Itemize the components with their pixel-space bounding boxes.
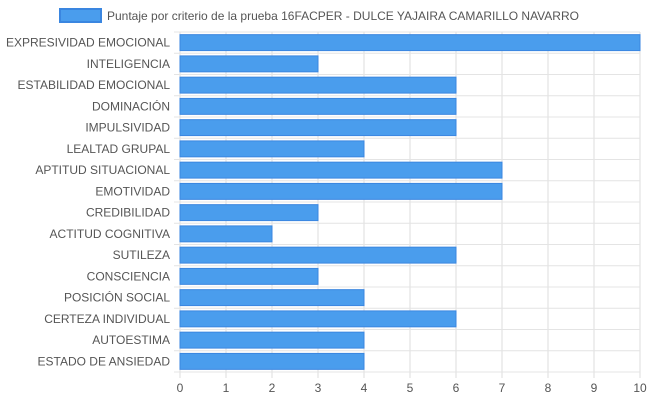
bar[interactable] bbox=[179, 204, 319, 222]
x-tick-label: 0 bbox=[177, 381, 184, 395]
bar[interactable] bbox=[179, 97, 457, 115]
x-tick-label: 2 bbox=[269, 381, 276, 395]
category-label: CREDIBILIDAD bbox=[86, 206, 170, 220]
x-tick-label: 6 bbox=[453, 381, 460, 395]
category-label: ESTABILIDAD EMOCIONAL bbox=[18, 78, 171, 92]
bar[interactable] bbox=[179, 161, 503, 179]
category-label: INTELIGENCIA bbox=[87, 57, 170, 71]
category-label: EMOTIVIDAD bbox=[95, 184, 170, 198]
bar[interactable] bbox=[179, 225, 273, 243]
category-label: ACTITUD COGNITIVA bbox=[50, 227, 170, 241]
category-label: SUTILEZA bbox=[113, 248, 170, 262]
category-label: DOMINACIÓN bbox=[92, 98, 170, 113]
category-label: EXPRESIVIDAD EMOCIONAL bbox=[6, 36, 170, 50]
bar[interactable] bbox=[179, 55, 319, 73]
x-tick-label: 10 bbox=[633, 381, 647, 395]
x-tick-label: 3 bbox=[315, 381, 322, 395]
bar[interactable] bbox=[179, 140, 365, 158]
x-tick-label: 7 bbox=[499, 381, 506, 395]
category-label: AUTOESTIMA bbox=[92, 333, 170, 347]
legend[interactable]: Puntaje por criterio de la prueba 16FACP… bbox=[59, 8, 579, 23]
bar[interactable] bbox=[179, 267, 319, 285]
bar[interactable] bbox=[179, 352, 365, 370]
category-label: ESTADO DE ANSIEDAD bbox=[38, 354, 171, 368]
bar[interactable] bbox=[179, 331, 365, 349]
legend-swatch bbox=[59, 8, 102, 23]
x-tick-label: 1 bbox=[223, 381, 230, 395]
category-label: IMPULSIVIDAD bbox=[85, 121, 170, 135]
bar[interactable] bbox=[179, 119, 457, 137]
x-tick-label: 5 bbox=[407, 381, 414, 395]
x-tick-label: 8 bbox=[545, 381, 552, 395]
category-label: CONSCIENCIA bbox=[87, 269, 170, 283]
bar[interactable] bbox=[179, 182, 503, 200]
x-tick-label: 9 bbox=[591, 381, 598, 395]
category-labels: EXPRESIVIDAD EMOCIONAL INTELIGENCIA ESTABI… bbox=[6, 36, 170, 369]
x-tick-label: 4 bbox=[361, 381, 368, 395]
category-label: CERTEZA INDIVIDUAL bbox=[44, 312, 170, 326]
category-label: LEALTAD GRUPAL bbox=[67, 142, 171, 156]
legend-label: Puntaje por criterio de la prueba 16FACP… bbox=[107, 9, 579, 23]
x-axis-tick-labels: 0 1 2 3 4 5 6 7 8 9 10 bbox=[177, 381, 647, 395]
bar[interactable] bbox=[179, 289, 365, 307]
bar[interactable] bbox=[179, 310, 457, 328]
bar[interactable] bbox=[179, 76, 457, 94]
category-label: APTITUD SITUACIONAL bbox=[35, 163, 170, 177]
bars bbox=[179, 34, 641, 370]
category-label: POSICIÓN SOCIAL bbox=[64, 290, 170, 305]
bar[interactable] bbox=[179, 246, 457, 264]
bar[interactable] bbox=[179, 34, 641, 52]
